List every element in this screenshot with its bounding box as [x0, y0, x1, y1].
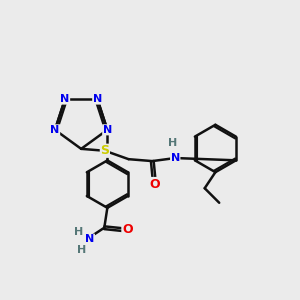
Text: N: N — [60, 94, 70, 104]
Text: S: S — [100, 144, 109, 157]
Text: N: N — [85, 234, 94, 244]
Text: N: N — [103, 125, 112, 135]
Text: H: H — [168, 139, 178, 148]
Text: N: N — [50, 125, 60, 135]
Text: O: O — [149, 178, 160, 190]
Text: H: H — [74, 226, 84, 236]
Text: H: H — [77, 244, 87, 254]
Text: N: N — [171, 153, 180, 163]
Text: N: N — [93, 94, 102, 104]
Text: O: O — [122, 223, 133, 236]
